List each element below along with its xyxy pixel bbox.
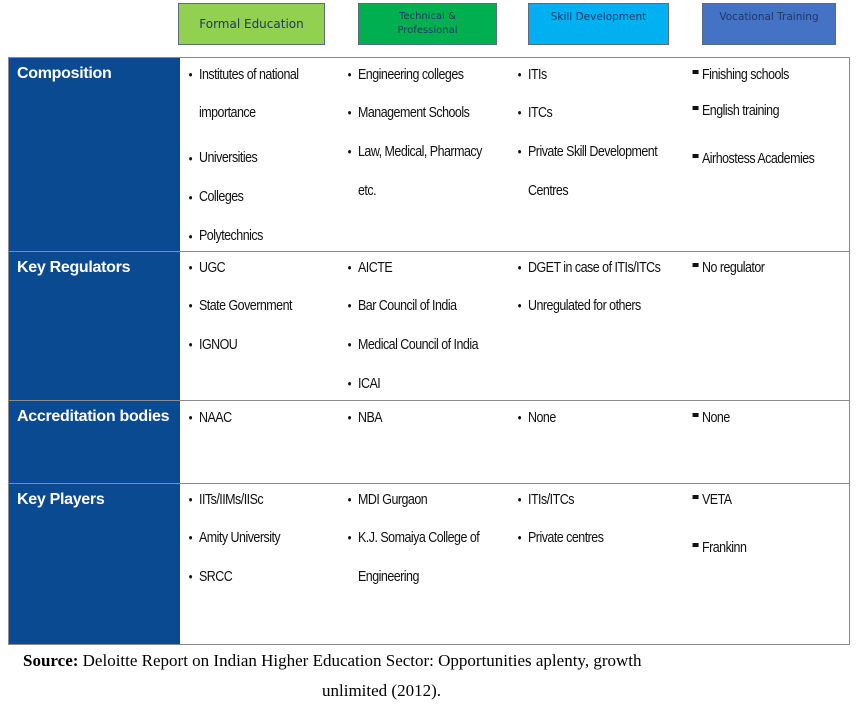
list-item: English training xyxy=(692,99,822,123)
list-item: No regulator xyxy=(692,256,822,280)
header-vocational-training: Vocational Training xyxy=(702,3,836,45)
list-item: ITIs xyxy=(518,63,674,87)
list-item: UGC xyxy=(189,256,328,280)
list-item: Frankinn xyxy=(692,536,822,560)
row-label-key-regulators: Key Regulators xyxy=(9,252,180,400)
cell-regulators-vocational: No regulator xyxy=(692,256,842,400)
table-row-accreditation: Accreditation bodies NAAC NBA None None xyxy=(9,401,849,483)
header-vocational-label: Vocational Training xyxy=(719,11,819,23)
header-skill-label: Skill Development xyxy=(550,11,647,23)
header-tech-label-2: Professional xyxy=(397,25,458,36)
cell-composition-skill: ITIs ITCs Private Skill Development Cent… xyxy=(518,63,698,251)
list-item: K.J. Somaiya College of xyxy=(348,512,500,564)
header-formal-label: Formal Education xyxy=(199,17,304,31)
list-item: Amity University xyxy=(189,512,328,564)
list-item: AICTE xyxy=(348,256,500,280)
list-item: importance xyxy=(199,105,256,121)
row-divider xyxy=(9,251,849,252)
cell-accreditation-tech: NBA xyxy=(348,406,523,483)
cell-regulators-skill: DGET in case of ITIs/ITCs Unregulated fo… xyxy=(518,256,698,400)
list-item: Polytechnics xyxy=(189,217,328,256)
table-row-key-players: Key Players IITs/IIMs/IISc Amity Univers… xyxy=(9,484,849,644)
list-item: None xyxy=(692,406,822,430)
cell-players-vocational: VETA Frankinn xyxy=(692,488,842,644)
list-item: NBA xyxy=(348,406,500,430)
source-text-1: Deloitte Report on Indian Higher Educati… xyxy=(82,651,642,670)
list-item: Institutes of national xyxy=(189,63,328,87)
list-item: Private Skill Development xyxy=(518,139,674,165)
list-item: None xyxy=(518,406,674,430)
row-label-composition: Composition xyxy=(9,58,180,251)
list-item: NAAC xyxy=(189,406,328,430)
list-item: State Government xyxy=(189,280,328,332)
cell-accreditation-skill: None xyxy=(518,406,698,483)
list-item: Medical Council of India xyxy=(348,332,500,358)
header-skill-development: Skill Development xyxy=(528,3,669,45)
cell-regulators-tech: AICTE Bar Council of India Medical Counc… xyxy=(348,256,523,410)
row-divider xyxy=(9,483,849,484)
source-label: Source: xyxy=(23,651,79,670)
list-item: ITIs/ITCs xyxy=(518,488,674,512)
cell-accreditation-formal: NAAC xyxy=(189,406,349,483)
list-item: SRCC xyxy=(189,564,328,590)
cell-accreditation-vocational: None xyxy=(692,406,842,483)
list-item: Engineering xyxy=(358,569,419,585)
comparison-table: Composition Institutes of national impor… xyxy=(8,57,850,645)
row-divider xyxy=(9,400,849,401)
list-item: Universities xyxy=(189,139,328,178)
list-item: Private centres xyxy=(518,512,674,564)
cell-regulators-formal: UGC State Government IGNOU xyxy=(189,256,349,400)
list-item: IITs/IIMs/IISc xyxy=(189,488,328,512)
cell-players-formal: IITs/IIMs/IISc Amity University SRCC xyxy=(189,488,349,644)
list-item: Colleges xyxy=(189,178,328,217)
cell-composition-formal: Institutes of national importance Univer… xyxy=(189,63,349,256)
cell-players-skill: ITIs/ITCs Private centres xyxy=(518,488,698,644)
table-row-key-regulators: Key Regulators UGC State Government IGNO… xyxy=(9,252,849,410)
list-item: Management Schools xyxy=(348,87,500,139)
source-line-2: unlimited (2012). xyxy=(322,681,441,700)
list-item: etc. xyxy=(358,183,377,199)
list-item: Bar Council of India xyxy=(348,280,500,332)
table-row-composition: Composition Institutes of national impor… xyxy=(9,58,849,256)
cell-composition-vocational: Finishing schools English training Airho… xyxy=(692,63,842,251)
header-formal-education: Formal Education xyxy=(178,3,325,45)
source-line-1: Source: Deloitte Report on Indian Higher… xyxy=(23,646,641,676)
list-item: Law, Medical, Pharmacy xyxy=(348,139,500,165)
list-item: Airhostess Academies xyxy=(692,147,822,171)
row-label-accreditation: Accreditation bodies xyxy=(9,401,180,483)
list-item: DGET in case of ITIs/ITCs xyxy=(518,256,674,280)
list-item: ICAI xyxy=(348,358,500,410)
cell-composition-tech: Engineering colleges Management Schools … xyxy=(348,63,523,251)
header-technical-professional: Technical & Professional xyxy=(358,3,497,45)
list-item: Unregulated for others xyxy=(518,280,674,332)
header-tech-label-1: Technical & xyxy=(399,11,456,22)
row-label-key-players: Key Players xyxy=(9,484,180,644)
list-item: ITCs xyxy=(518,87,674,139)
list-item: Centres xyxy=(528,183,569,199)
list-item: IGNOU xyxy=(189,332,328,358)
cell-players-tech: MDI Gurgaon K.J. Somaiya College of Engi… xyxy=(348,488,523,644)
list-item: MDI Gurgaon xyxy=(348,488,500,512)
list-item: Engineering colleges xyxy=(348,63,500,87)
list-item: Finishing schools xyxy=(692,63,822,87)
list-item: VETA xyxy=(692,488,822,512)
